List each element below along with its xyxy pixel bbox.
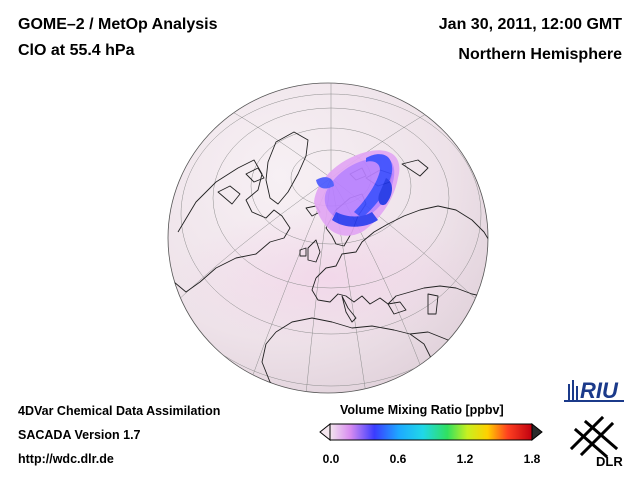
dlr-logo: DLR	[569, 415, 623, 469]
colorbar-right-arrow	[531, 422, 543, 442]
colorbar-tick: 1.8	[523, 452, 541, 466]
footer-version: SACADA Version 1.7	[18, 428, 141, 442]
footer-method: 4DVar Chemical Data Assimilation	[18, 404, 221, 418]
riu-text: RIU	[580, 378, 619, 403]
colorbar-tick: 0.6	[389, 452, 407, 466]
colorbar	[319, 422, 543, 442]
colorbar-title: Volume Mixing Ratio [ppbv]	[340, 403, 504, 417]
riu-logo: RIU	[564, 378, 624, 403]
dlr-text: DLR	[596, 454, 623, 469]
map-region: Northern Hemisphere	[458, 46, 622, 63]
clo-vortex	[314, 150, 400, 236]
colorbar-tick: 0.0	[322, 452, 340, 466]
colorbar-gradient	[329, 423, 533, 441]
map-title: GOME–2 / MetOp Analysis	[18, 16, 218, 33]
map-species: ClO at 55.4 hPa	[18, 42, 135, 59]
globe-map	[167, 82, 489, 394]
colorbar-tick: 1.2	[456, 452, 474, 466]
footer-url: http://wdc.dlr.de	[18, 452, 114, 466]
colorbar-left-arrow	[319, 422, 331, 442]
map-datetime: Jan 30, 2011, 12:00 GMT	[438, 16, 622, 33]
